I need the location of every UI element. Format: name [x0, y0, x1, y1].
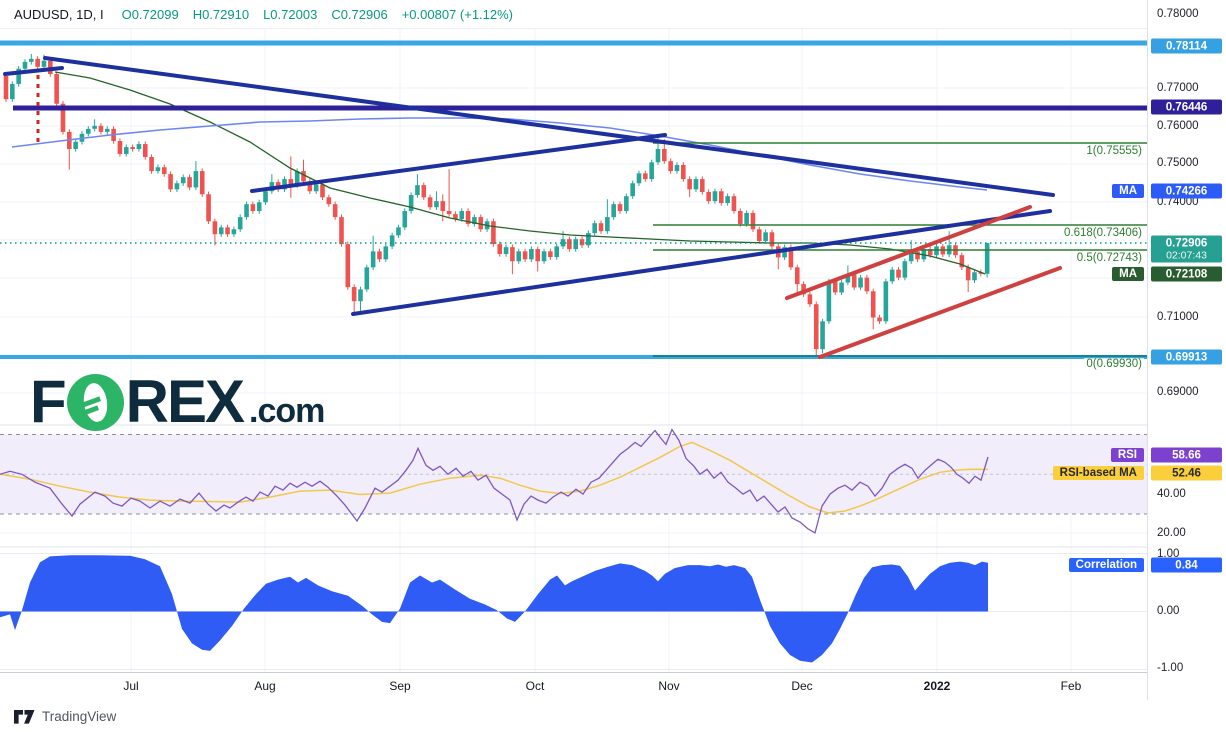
price-badge-0.74266: 0.74266: [1151, 183, 1222, 199]
indicator-tag-MA: MA: [1112, 184, 1144, 198]
fib-label: 1(0.75555): [1084, 145, 1144, 157]
scale-label: 0.78000: [1157, 8, 1199, 20]
price-scale[interactable]: 0.78000 0.77000 0.76000 0.75000 0.74000 0.710…: [1147, 0, 1226, 700]
price-badge-0.84: 0.84: [1151, 557, 1222, 573]
scale-label: 0.76000: [1157, 120, 1199, 132]
time-label-Feb: Feb: [1060, 679, 1082, 693]
scale-label: 40.00: [1157, 488, 1186, 500]
ohlc-value: L0.72003: [263, 6, 318, 22]
ohlc-value: H0.72910: [192, 6, 250, 22]
price-badge-0.76446: 0.76446: [1151, 99, 1222, 115]
footer-bar: TradingView: [0, 700, 1226, 736]
scale-label: 0.71000: [1157, 311, 1199, 323]
symbol-title[interactable]: AUDUSD, 1D, I: [14, 6, 104, 22]
indicator-tag-RSI-based MA: RSI-based MA: [1052, 466, 1144, 480]
indicator-tag-MA: MA: [1112, 267, 1144, 281]
price-badge-58.66: 58.66: [1151, 447, 1222, 463]
symbol-info-bar: AUDUSD, 1D, I O0.72099 H0.72910 L0.72003 C0…: [0, 0, 1147, 29]
fib-label: 0.618(0.73406): [1061, 227, 1144, 239]
scale-label: 0.74000: [1157, 196, 1199, 208]
scale-label: -1.00: [1157, 662, 1184, 674]
watermark-dot-com: .com: [249, 391, 325, 430]
scale-label: 0.69000: [1157, 386, 1199, 398]
time-label-Aug: Aug: [254, 679, 276, 693]
ohlc-value: O0.72099: [121, 6, 179, 22]
ohlc-value: C0.72906: [331, 6, 388, 22]
price-badge-0.72906: 0.72906 02:07:43: [1151, 235, 1222, 263]
scale-label: 0.00: [1157, 605, 1180, 617]
tradingview-label: TradingView: [42, 709, 117, 724]
indicator-tag-RSI: RSI: [1110, 448, 1144, 462]
tradingview-logo[interactable]: TradingView: [14, 709, 116, 724]
time-label-Jul: Jul: [123, 679, 139, 693]
tradingview-mark-icon: [14, 709, 35, 724]
countdown-timer: 02:07:43: [1166, 249, 1207, 261]
time-label-2022: 2022: [923, 679, 951, 693]
watermark-letter-f: F: [30, 368, 67, 435]
scale-label: 20.00: [1157, 527, 1186, 539]
price-badge-0.72108: 0.72108: [1151, 266, 1222, 282]
forex-watermark: F REX .com: [30, 368, 325, 435]
time-label-Sep: Sep: [389, 679, 411, 693]
scale-label: 0.75000: [1157, 157, 1199, 169]
ohlc-value: +0.00807 (+1.12%): [401, 6, 514, 22]
scale-label: 1.00: [1157, 548, 1180, 560]
time-label-Nov: Nov: [658, 679, 680, 693]
fib-label: 0(0.69930): [1084, 358, 1144, 370]
price-badge-0.78114: 0.78114: [1151, 38, 1222, 54]
indicator-tag-Correlation: Correlation: [1068, 558, 1144, 572]
scale-label: 0.77000: [1157, 82, 1199, 94]
time-label-Oct: Oct: [525, 679, 545, 693]
watermark-letters-rex: REX: [125, 368, 245, 435]
price-badge-52.46: 52.46: [1151, 465, 1222, 481]
forex-o-icon: [66, 373, 124, 431]
time-label-Dec: Dec: [791, 679, 813, 693]
time-axis[interactable]: Jul Aug Sep Oct Nov Dec 2022 Feb: [0, 672, 1147, 702]
ohlc-values: O0.72099 H0.72910 L0.72003 C0.72906 +0.00807…: [122, 7, 513, 22]
fib-label: 0.5(0.72743): [1074, 252, 1144, 264]
price-badge-0.69913: 0.69913: [1151, 349, 1222, 365]
